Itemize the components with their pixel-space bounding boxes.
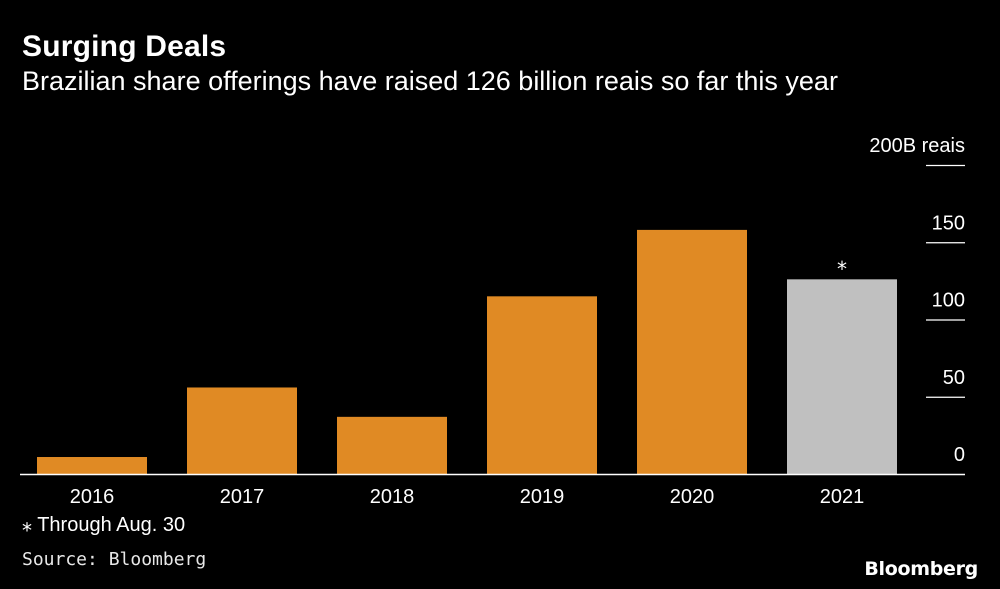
source-note: Source: Bloomberg	[22, 549, 207, 570]
bar-2017	[187, 387, 297, 474]
y-tick-label-150: 150	[932, 212, 965, 234]
bar-2016	[37, 457, 147, 474]
bar-2019	[487, 296, 597, 474]
bar-2018	[337, 416, 447, 474]
x-tick-label-2020: 2020	[670, 486, 715, 508]
chart-title: Surging Deals	[22, 30, 227, 63]
x-tick-label-2018: 2018	[370, 486, 415, 508]
chart-subtitle: Brazilian share offerings have raised 12…	[22, 66, 838, 96]
x-tick-label-2016: 2016	[70, 486, 115, 508]
x-tick-label-2019: 2019	[520, 486, 565, 508]
y-axis: 0 50 100 150 200B reais	[869, 135, 965, 466]
x-axis: 2016 2017 2018 2019 2020 2021	[20, 473, 965, 508]
bar-annotation-2021: ⁎	[837, 252, 847, 274]
y-tick-label-200: 200B reais	[869, 135, 965, 157]
bar-annotations-group: ⁎	[837, 252, 847, 274]
y-tick-label-0: 0	[954, 444, 965, 466]
x-tick-label-2021: 2021	[820, 486, 865, 508]
x-tick-label-2017: 2017	[220, 486, 265, 508]
bloomberg-logo: Bloomberg	[864, 558, 978, 580]
bar-2020	[637, 229, 747, 474]
footnote: ⁎ Through Aug. 30	[22, 514, 186, 536]
bars-group	[37, 229, 897, 474]
bar-2021	[787, 279, 897, 474]
y-tick-label-100: 100	[932, 290, 965, 312]
y-tick-label-50: 50	[943, 367, 965, 389]
